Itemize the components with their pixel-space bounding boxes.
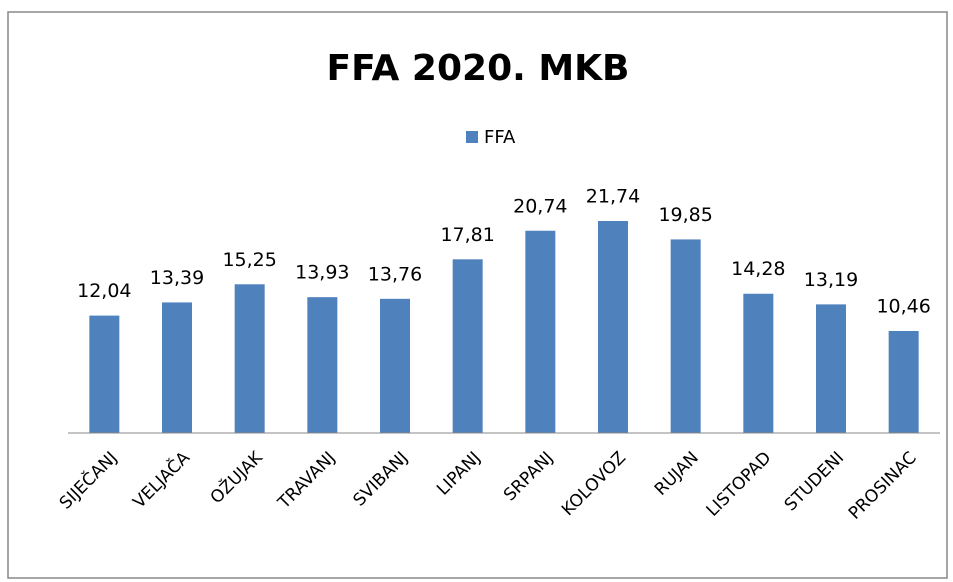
data-label: 21,74	[586, 186, 640, 208]
data-label: 12,04	[77, 280, 131, 302]
data-label: 10,46	[876, 295, 930, 317]
data-label: 19,85	[658, 204, 712, 226]
legend-label: FFA	[484, 127, 516, 148]
bar	[525, 230, 556, 433]
bar	[816, 304, 846, 433]
bar	[670, 239, 701, 433]
legend-swatch	[466, 131, 478, 143]
data-label: 17,81	[440, 224, 494, 246]
bar	[743, 293, 774, 433]
bar	[234, 284, 265, 433]
bar	[307, 297, 338, 433]
chart-title: FFA 2020. MKB	[326, 48, 629, 89]
data-label: 13,76	[368, 263, 422, 285]
data-label: 13,19	[804, 269, 858, 291]
data-label: 20,74	[513, 195, 567, 217]
bar	[452, 259, 483, 433]
bar	[888, 330, 919, 433]
data-label: 15,25	[222, 249, 276, 271]
data-label: 13,39	[150, 267, 204, 289]
data-label: 14,28	[731, 258, 785, 280]
bar	[162, 302, 192, 433]
bar	[380, 298, 410, 433]
data-label: 13,93	[295, 262, 349, 284]
bar	[598, 221, 628, 433]
bar	[89, 315, 120, 433]
